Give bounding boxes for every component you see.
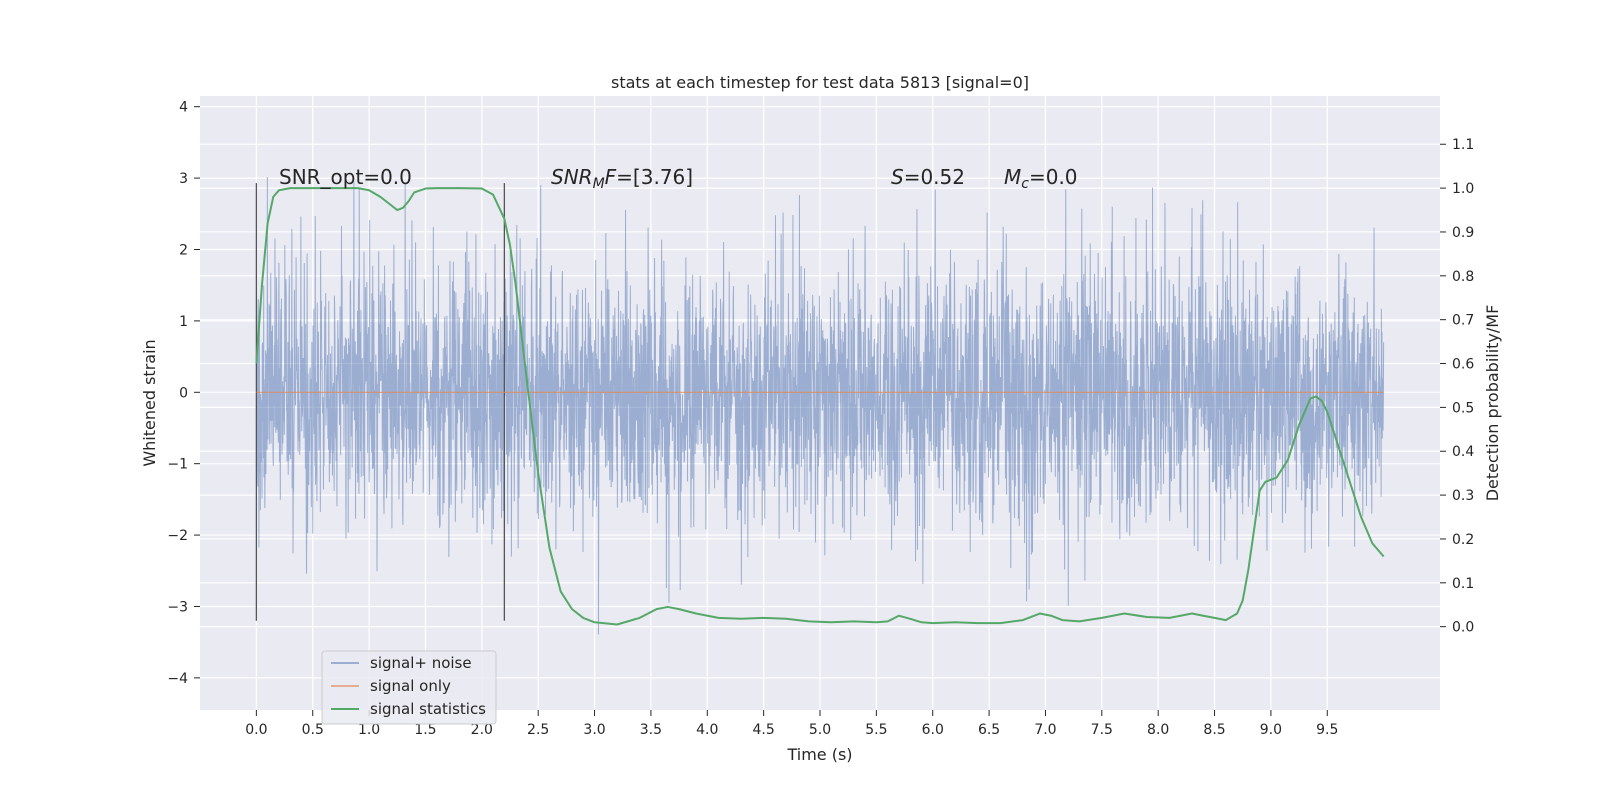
x-axis-label: Time (s) — [786, 745, 852, 764]
x-tick-label: 6.5 — [978, 722, 1000, 738]
legend-label-signal-only: signal only — [370, 677, 451, 695]
y-tick-label: 4 — [179, 100, 188, 116]
x-tick-label: 8.5 — [1203, 722, 1225, 738]
y-tick-label: 3 — [179, 171, 188, 187]
legend-label-signal-statistics: signal statistics — [370, 700, 486, 718]
annotation-s: S=0.52 — [891, 165, 965, 189]
y-axis-right: 1.1 1.0 0.9 0.8 0.7 0.6 0.5 0.4 0.3 0.2 0.1 0.0 — [1440, 137, 1474, 636]
x-axis: 0.0 0.5 1.0 1.5 2.0 2.5 3.0 3.5 4.0 4.5 5.0 5.5 6.0 6… — [245, 710, 1338, 738]
legend-box — [321, 650, 497, 725]
x-tick-label: 0.5 — [302, 722, 324, 738]
legend: signal+ noise signal only signal statist… — [321, 650, 497, 725]
y2-tick-label: 0.5 — [1452, 400, 1474, 416]
y2-tick-label: 1.1 — [1452, 137, 1474, 153]
x-tick-label: 6.0 — [922, 722, 944, 738]
signal-statistics-series — [255, 187, 1385, 626]
y2-tick-label: 0.9 — [1452, 225, 1474, 241]
y2-tick-label: 0.7 — [1452, 313, 1474, 329]
y-tick-label: −1 — [167, 457, 188, 473]
annotation-snr-opt: SNR_opt=0.0 — [279, 165, 412, 189]
x-tick-label: 7.5 — [1091, 722, 1113, 738]
y2-tick-label: 0.8 — [1452, 269, 1474, 285]
y-tick-label: 0 — [179, 385, 188, 401]
y-tick-label: −2 — [167, 528, 188, 544]
x-tick-label: 4.0 — [696, 722, 718, 738]
x-tick-label: 2.5 — [527, 722, 549, 738]
y2-tick-label: 0.0 — [1452, 620, 1474, 636]
x-tick-label: 7.0 — [1034, 722, 1056, 738]
chart-title: stats at each timestep for test data 581… — [611, 73, 1029, 92]
x-tick-label: 2.0 — [471, 722, 493, 738]
vertical-markers — [255, 183, 506, 621]
x-tick-label: 3.0 — [583, 722, 605, 738]
x-tick-label: 9.5 — [1316, 722, 1338, 738]
y2-tick-label: 0.6 — [1452, 357, 1474, 373]
y-tick-label: 1 — [179, 314, 188, 330]
y-axis-left: 4 3 2 1 0 −1 −2 −3 −4 — [167, 100, 200, 687]
y2-tick-label: 0.2 — [1452, 532, 1474, 548]
x-tick-label: 3.5 — [640, 722, 662, 738]
y2-axis-label: Detection probability/MF — [1483, 305, 1502, 502]
x-tick-label: 5.5 — [865, 722, 887, 738]
x-tick-label: 9.0 — [1260, 722, 1282, 738]
x-tick-label: 1.0 — [358, 722, 380, 738]
y-axis-label: Whitened strain — [140, 339, 159, 466]
x-tick-label: 8.0 — [1147, 722, 1169, 738]
annotation-mc: Mc=0.0 — [1004, 165, 1078, 192]
legend-label-signal-plus-noise: signal+ noise — [370, 654, 472, 672]
signal-plus-noise-series — [255, 176, 1385, 635]
signal-statistics-line — [255, 187, 1385, 626]
y2-tick-label: 1.0 — [1452, 181, 1474, 197]
annotation-snr-mf: SNRMF=[3.76] — [551, 165, 693, 192]
x-tick-label: 4.5 — [753, 722, 775, 738]
y2-tick-label: 0.3 — [1452, 488, 1474, 504]
y-tick-label: −4 — [167, 671, 188, 687]
x-tick-label: 1.5 — [414, 722, 436, 738]
signal-plus-noise-line — [255, 176, 1385, 635]
y-tick-label: −3 — [167, 599, 188, 615]
y2-tick-label: 0.4 — [1452, 444, 1474, 460]
x-tick-label: 5.0 — [809, 722, 831, 738]
y-tick-label: 2 — [179, 243, 188, 259]
y2-tick-label: 0.1 — [1452, 576, 1474, 592]
x-tick-label: 0.0 — [245, 722, 267, 738]
